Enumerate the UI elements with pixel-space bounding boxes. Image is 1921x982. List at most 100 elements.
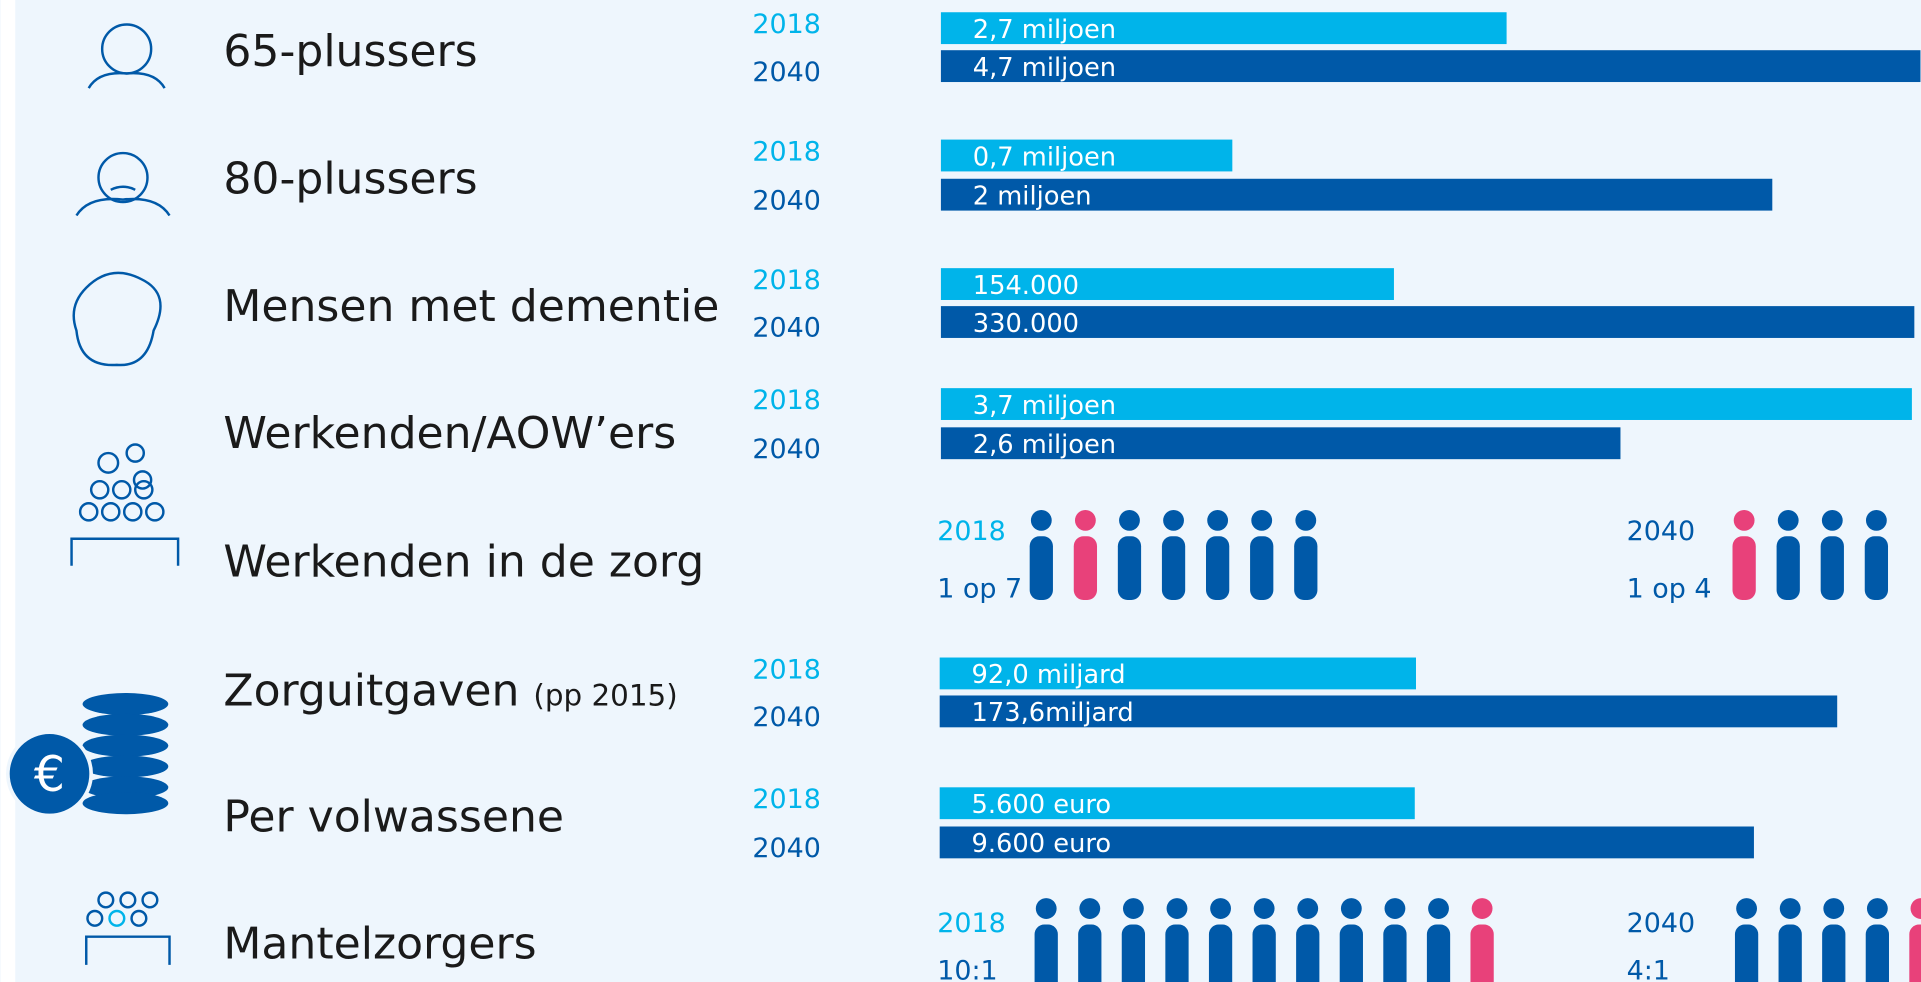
year-label: 2018 [752, 9, 821, 40]
year-label: 2018 [937, 516, 1006, 547]
bar-value: 4,7 miljoen [973, 53, 1116, 83]
year-label: 2018 [937, 908, 1006, 939]
person-head [1340, 898, 1362, 919]
person-body [1073, 536, 1098, 600]
person-icon [1383, 898, 1407, 982]
person-icon [1294, 509, 1318, 600]
person-body [1734, 924, 1759, 982]
person-head [1779, 898, 1801, 919]
coins [82, 693, 169, 815]
bar-2018 [939, 657, 1416, 690]
person-head [1297, 898, 1319, 919]
person-body [1161, 536, 1186, 600]
row-label: Mantelzorgers [223, 919, 536, 970]
person-head [1030, 509, 1052, 531]
person-icon [1117, 509, 1142, 600]
ratio-label: 1 op 4 [1627, 574, 1712, 605]
person-icon [1252, 898, 1276, 982]
person-head [1295, 509, 1317, 531]
year-label: 2018 [752, 265, 821, 296]
person-icon [1165, 898, 1189, 982]
person-icon [1865, 898, 1889, 982]
row-label-text: Zorguitgaven [223, 665, 519, 716]
person-head [1733, 509, 1755, 531]
person-head [1865, 509, 1887, 531]
bar-value: 154.000 [973, 271, 1079, 301]
bar-value: 5.600 euro [972, 790, 1112, 820]
euro-coin [6, 730, 93, 818]
row-label: Mensen met dementie [223, 281, 719, 332]
ratio-label: 10:1 [937, 956, 997, 982]
person-body [1206, 536, 1230, 600]
person-icon [1250, 509, 1274, 600]
bar-2040 [939, 695, 1838, 728]
year-label: 2018 [752, 385, 821, 416]
icons [70, 23, 180, 965]
person-head [1207, 509, 1229, 531]
person-icon [1732, 509, 1756, 600]
year-label: 2040 [752, 57, 821, 88]
row-label-text: Werkenden in de zorg [223, 537, 704, 588]
person-head [1119, 509, 1140, 531]
person-head [1163, 509, 1184, 531]
bar-2040 [940, 50, 1921, 83]
bar-2018 [940, 139, 1233, 172]
row-label: Werkenden in de zorg [223, 537, 704, 588]
person-body [1864, 536, 1889, 600]
year-label: 2040 [752, 185, 821, 216]
year-label: 2040 [752, 833, 821, 864]
year-label: 2040 [752, 313, 821, 344]
bar-value: 330.000 [973, 309, 1079, 339]
person-body [1034, 924, 1058, 982]
bar-value: 2,6 miljoen [973, 430, 1116, 460]
person-body [1294, 536, 1318, 600]
bar-2018 [940, 12, 1507, 45]
year-label: 2040 [1627, 516, 1696, 547]
person-head [1910, 898, 1921, 919]
person-head [1866, 898, 1888, 919]
person-head [1074, 509, 1096, 531]
bar-value: 3,7 miljoen [973, 391, 1116, 421]
ratio-label: 1 op 7 [937, 574, 1022, 605]
person-icon [1339, 898, 1363, 982]
person-icon [1206, 509, 1230, 600]
person-body [1165, 924, 1189, 982]
person-head [1210, 898, 1231, 919]
person-head [1428, 898, 1449, 919]
person-body [1470, 924, 1494, 982]
person-body [1865, 924, 1889, 982]
person-icon [1208, 898, 1233, 982]
person-icon [1909, 898, 1921, 982]
person-icon [1073, 509, 1098, 600]
year-label: 2040 [1627, 908, 1696, 939]
bar-value: 2 miljoen [973, 181, 1092, 211]
bar-value: 0,7 miljoen [973, 142, 1116, 172]
person-head [1777, 509, 1799, 531]
person-head [1821, 509, 1843, 531]
person-body [1029, 536, 1053, 600]
person-body [1383, 924, 1407, 982]
person-body [1776, 536, 1800, 600]
person-icon [1776, 509, 1800, 600]
person-body [1117, 536, 1142, 600]
person-icon [1296, 898, 1320, 982]
person-icon [1778, 898, 1802, 982]
left-strip [0, 0, 16, 982]
bar-value: 92,0 miljard [972, 660, 1126, 690]
person-body [1339, 924, 1363, 982]
bar-2040 [940, 178, 1773, 211]
person-body [1426, 924, 1451, 982]
year-label: 2018 [752, 136, 821, 167]
year-label: 2040 [752, 702, 821, 733]
row-label-text: Mensen met dementie [223, 281, 719, 332]
euro-symbol: € [34, 746, 65, 803]
person-icon [1734, 898, 1759, 982]
bar-2018 [939, 787, 1415, 820]
person-body [1778, 924, 1802, 982]
row-note: (pp 2015) [533, 678, 677, 712]
person-body [1909, 924, 1921, 982]
row-label: 65-plussers [223, 26, 477, 77]
row-label-text: 65-plussers [223, 26, 477, 77]
person-icon [1161, 509, 1186, 600]
